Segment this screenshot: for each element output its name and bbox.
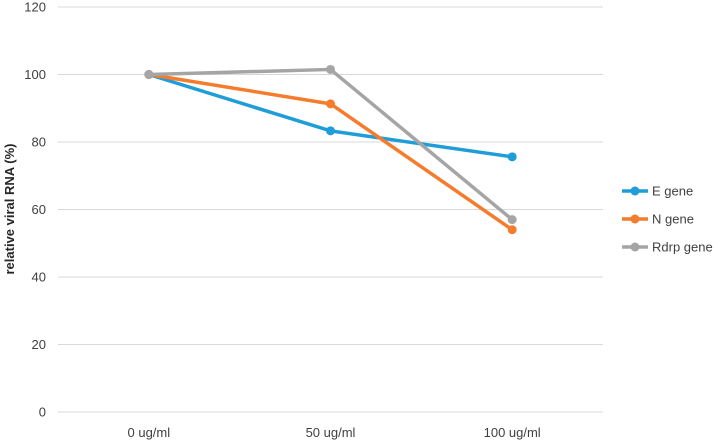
legend-marker (630, 186, 640, 196)
y-axis-ticks: 0 20 40 60 80 100 120 (24, 0, 46, 420)
data-point (144, 70, 154, 79)
y-tick-label: 0 (39, 405, 46, 420)
series-rdrp-gene (144, 64, 517, 225)
data-point (326, 64, 335, 74)
series-line (147, 72, 514, 159)
data-point (326, 126, 335, 136)
series-lines (144, 64, 517, 235)
y-tick-label: 100 (24, 67, 46, 82)
legend-marker (630, 242, 640, 252)
legend-item: E gene (622, 184, 693, 199)
y-tick-label: 80 (32, 135, 46, 150)
y-tick-label: 20 (32, 337, 46, 352)
legend: E gene N gene Rdrp gene (622, 184, 713, 255)
x-tick-label: 100 ug/ml (484, 425, 541, 440)
legend-marker (630, 214, 640, 224)
series-line (147, 72, 514, 232)
x-tick-label: 0 ug/ml (128, 425, 171, 440)
y-axis-label: relative viral RNA (%) (2, 143, 17, 274)
data-point (326, 99, 335, 109)
x-axis-ticks: 0 ug/ml 50 ug/ml 100 ug/ml (128, 425, 541, 440)
data-point (507, 215, 517, 225)
legend-item: N gene (622, 212, 694, 227)
legend-label: E gene (652, 184, 693, 199)
y-tick-label: 40 (32, 270, 46, 285)
legend-label: N gene (652, 212, 694, 227)
x-tick-label: 50 ug/ml (306, 425, 356, 440)
y-tick-label: 120 (24, 0, 46, 15)
y-tick-label: 60 (32, 202, 46, 217)
data-point (507, 225, 517, 235)
legend-label: Rdrp gene (652, 240, 713, 255)
data-point (507, 152, 517, 162)
legend-item: Rdrp gene (622, 240, 713, 255)
